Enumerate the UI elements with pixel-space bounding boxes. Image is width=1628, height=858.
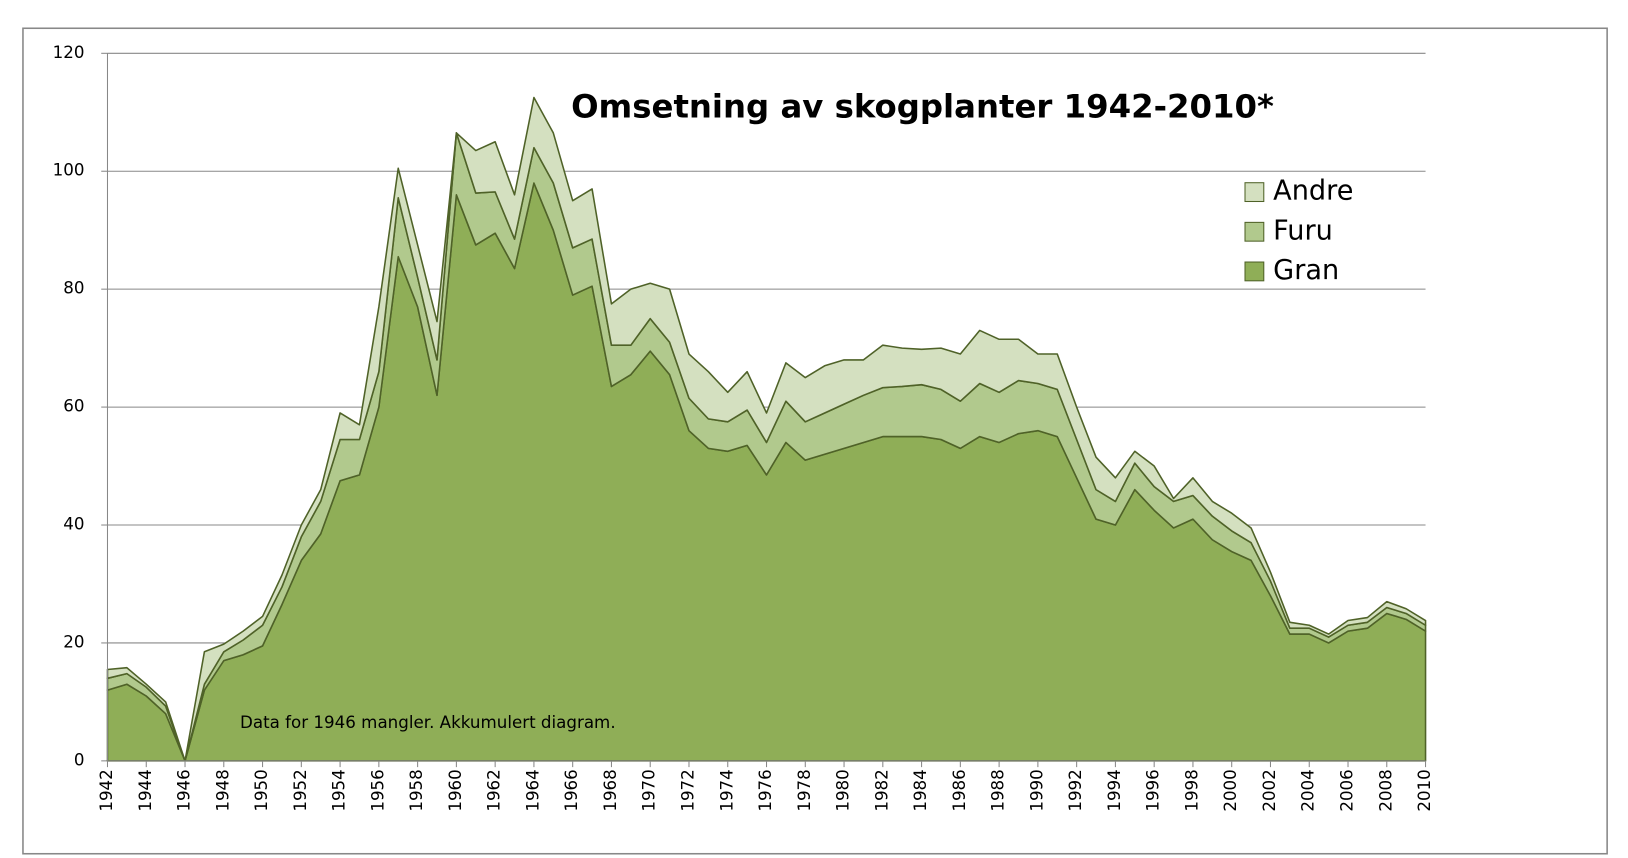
plot-area: [101, 52, 1427, 768]
x-tick-label: 2002: [1260, 769, 1279, 811]
x-tick-label: 1954: [330, 769, 349, 811]
y-tick-label: 20: [63, 632, 84, 651]
x-tick-label: 1978: [795, 769, 814, 811]
y-tick-label: 80: [63, 279, 84, 298]
chart-title: Omsetning av skogplanter 1942-2010*: [571, 88, 1274, 126]
x-tick-label: 1974: [717, 769, 736, 811]
x-tick-label: 2006: [1338, 769, 1357, 811]
x-tick-label: 1966: [562, 769, 581, 811]
y-tick-label: 120: [53, 43, 85, 62]
y-tick-label: 40: [63, 515, 84, 534]
y-tick-label: 100: [53, 161, 85, 180]
x-tick-label: 1992: [1066, 769, 1085, 811]
legend-label: Andre: [1273, 176, 1353, 207]
x-tick-label: 2008: [1376, 769, 1395, 811]
legend-swatch: [1244, 221, 1265, 242]
legend-label: Furu: [1273, 215, 1333, 246]
y-tick-label: 0: [74, 750, 85, 769]
x-tick-label: 1980: [834, 769, 853, 811]
x-tick-label: 1998: [1182, 769, 1201, 811]
x-tick-label: 1986: [950, 769, 969, 811]
x-tick-label: 1988: [989, 769, 1008, 811]
x-tick-label: 1976: [756, 769, 775, 811]
y-tick-label: 60: [63, 397, 84, 416]
x-tick-label: 2010: [1415, 769, 1434, 811]
x-tick-label: 2004: [1299, 769, 1318, 811]
x-tick-label: 1950: [252, 769, 271, 811]
x-tick-label: 1958: [407, 769, 426, 811]
x-tick-label: 1942: [97, 769, 116, 811]
x-tick-label: 1972: [678, 769, 697, 811]
x-tick-label: 1994: [1105, 769, 1124, 811]
x-tick-label: 2000: [1221, 769, 1240, 811]
x-tick-label: 1970: [640, 769, 659, 811]
legend-swatch: [1244, 182, 1265, 203]
x-tick-label: 1948: [213, 769, 232, 811]
area: [106, 96, 1427, 762]
x-tick-label: 1944: [136, 769, 155, 811]
annotation: Data for 1946 mangler. Akkumulert diagra…: [240, 713, 616, 732]
x-tick-label: 1952: [291, 769, 310, 811]
x-tick-label: 1990: [1027, 769, 1046, 811]
x-tick-label: 1968: [601, 769, 620, 811]
x-tick-label: 1964: [523, 769, 542, 811]
x-tick-label: 1996: [1144, 769, 1163, 811]
legend-swatch: [1244, 261, 1265, 282]
x-tick-label: 1956: [368, 769, 387, 811]
x-tick-label: 1960: [446, 769, 465, 811]
legend-label: Gran: [1273, 255, 1339, 286]
x-tick-label: 1946: [175, 769, 194, 811]
x-tick-label: 1962: [485, 769, 504, 811]
x-tick-label: 1984: [911, 769, 930, 811]
x-tick-label: 1982: [872, 769, 891, 811]
